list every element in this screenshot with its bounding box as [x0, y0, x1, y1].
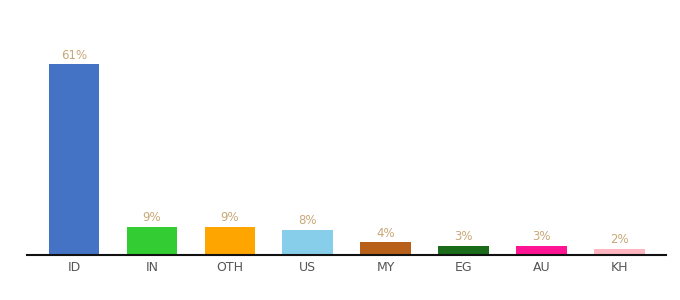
Bar — [205, 227, 255, 255]
Bar — [516, 246, 567, 255]
Text: 9%: 9% — [220, 211, 239, 224]
Bar — [594, 249, 645, 255]
Bar — [282, 230, 333, 255]
Text: 3%: 3% — [454, 230, 473, 243]
Text: 8%: 8% — [299, 214, 317, 227]
Bar — [126, 227, 177, 255]
Text: 3%: 3% — [532, 230, 551, 243]
Text: 4%: 4% — [377, 227, 395, 240]
Text: 61%: 61% — [61, 49, 87, 62]
Bar — [360, 242, 411, 255]
Text: 9%: 9% — [143, 211, 161, 224]
Bar — [49, 64, 99, 255]
Bar — [439, 246, 489, 255]
Text: 2%: 2% — [611, 233, 629, 246]
